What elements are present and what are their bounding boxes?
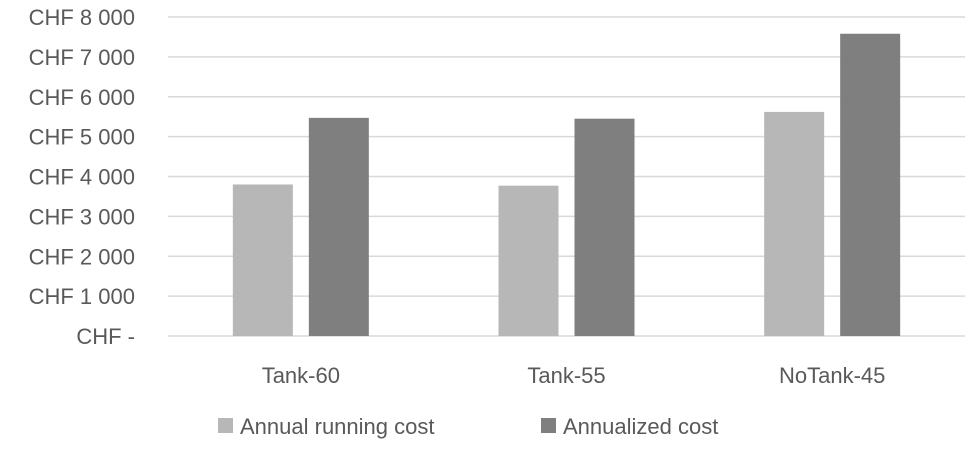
bars — [232, 33, 901, 337]
y-tick-label: CHF 7 000 — [29, 45, 135, 70]
y-tick-label: CHF 5 000 — [29, 125, 135, 150]
y-axis-tick-labels: CHF - CHF 1 000 CHF 2 000 CHF 3 000 CHF 4 00… — [29, 5, 135, 349]
legend-label: Annual running cost — [240, 414, 434, 439]
gridlines — [168, 16, 965, 337]
y-tick-label: CHF 8 000 — [29, 5, 135, 30]
x-category-label: Tank-55 — [527, 363, 605, 388]
bar — [574, 118, 635, 337]
y-tick-label: CHF 3 000 — [29, 204, 135, 229]
y-tick-label: CHF 2 000 — [29, 244, 135, 269]
bar — [764, 111, 825, 336]
legend: Annual running cost Annualized cost — [218, 414, 718, 439]
legend-swatch — [218, 418, 233, 433]
legend-swatch — [541, 418, 556, 433]
x-category-label: NoTank-45 — [779, 363, 885, 388]
bar — [308, 117, 369, 336]
legend-label: Annualized cost — [563, 414, 718, 439]
bar — [840, 33, 901, 337]
x-category-label: Tank-60 — [262, 363, 340, 388]
y-tick-label: CHF 6 000 — [29, 85, 135, 110]
bar — [232, 184, 293, 336]
y-tick-label: CHF - — [76, 324, 135, 349]
y-tick-label: CHF 1 000 — [29, 284, 135, 309]
bar — [498, 185, 559, 336]
x-axis-category-labels: Tank-60 Tank-55 NoTank-45 — [262, 363, 886, 388]
y-tick-label: CHF 4 000 — [29, 165, 135, 190]
